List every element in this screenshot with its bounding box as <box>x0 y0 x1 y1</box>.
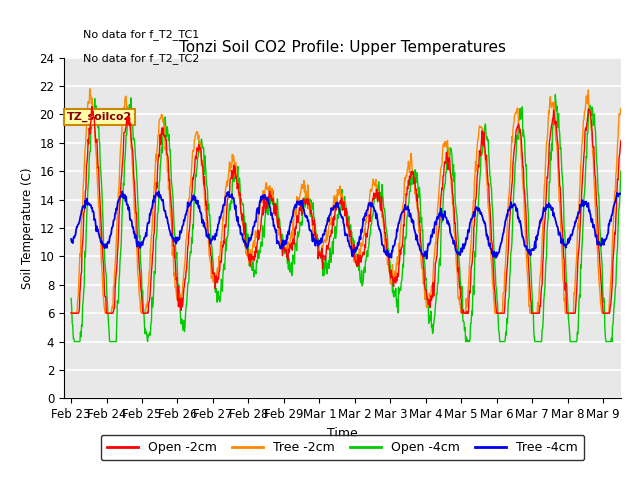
Legend: Open -2cm, Tree -2cm, Open -4cm, Tree -4cm: Open -2cm, Tree -2cm, Open -4cm, Tree -4… <box>100 435 584 460</box>
Y-axis label: Soil Temperature (C): Soil Temperature (C) <box>20 167 34 289</box>
X-axis label: Time: Time <box>327 427 358 440</box>
Text: No data for f_T2_TC1: No data for f_T2_TC1 <box>83 29 200 40</box>
Text: TZ_soilco2: TZ_soilco2 <box>67 112 132 122</box>
Text: No data for f_T2_TC2: No data for f_T2_TC2 <box>83 53 200 64</box>
Title: Tonzi Soil CO2 Profile: Upper Temperatures: Tonzi Soil CO2 Profile: Upper Temperatur… <box>179 40 506 55</box>
